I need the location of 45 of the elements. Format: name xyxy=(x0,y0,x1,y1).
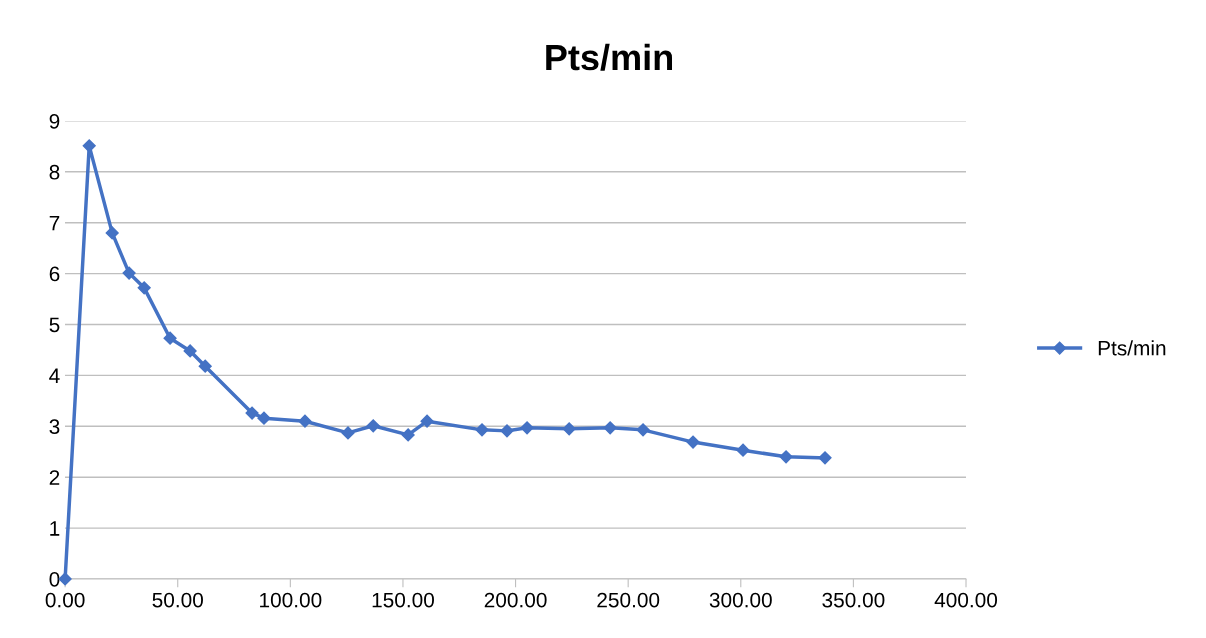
point xyxy=(257,411,271,425)
y-tick-label: 0 xyxy=(49,571,60,587)
point xyxy=(636,423,650,437)
x-tick-label: 0.00 xyxy=(45,592,85,608)
x-tick-label: 200.00 xyxy=(484,592,547,608)
x-tick-label: 150.00 xyxy=(372,592,434,608)
y-tick-label: 7 xyxy=(49,215,60,231)
point xyxy=(366,419,380,433)
point xyxy=(163,331,177,345)
point xyxy=(341,426,355,440)
x-tick-label: 100.00 xyxy=(260,592,322,608)
y-tick-label: 8 xyxy=(49,164,60,180)
point xyxy=(562,422,576,436)
legend-label: Pts/min xyxy=(1098,340,1166,356)
point xyxy=(401,428,415,442)
point xyxy=(198,359,212,373)
point xyxy=(686,435,700,449)
point xyxy=(500,424,514,438)
point xyxy=(603,421,617,435)
point xyxy=(475,423,489,437)
point xyxy=(122,266,136,280)
point xyxy=(818,451,832,465)
y-tick-label: 2 xyxy=(49,470,60,485)
x-tick-label: 250.00 xyxy=(597,592,660,608)
point xyxy=(736,443,750,457)
y-tick-label: 4 xyxy=(49,368,60,383)
point xyxy=(420,414,434,428)
x-tick-label: 400.00 xyxy=(934,592,998,608)
x-tick-label: 350.00 xyxy=(822,592,885,608)
x-tick-label: 300.00 xyxy=(709,592,772,608)
point xyxy=(779,450,793,464)
y-tick-label: 1 xyxy=(50,521,60,536)
point xyxy=(298,414,312,428)
chart-title: Pts/min xyxy=(546,43,673,71)
y-tick-label: 9 xyxy=(49,113,60,129)
point xyxy=(105,226,119,240)
x-tick-label: 50.00 xyxy=(152,592,203,608)
point xyxy=(183,344,197,358)
y-tick-label: 3 xyxy=(49,419,60,435)
point xyxy=(245,406,259,420)
point xyxy=(137,281,151,295)
y-tick-label: 5 xyxy=(49,317,60,333)
y-tick-label: 6 xyxy=(49,266,60,282)
point xyxy=(82,139,96,153)
point xyxy=(520,421,534,435)
